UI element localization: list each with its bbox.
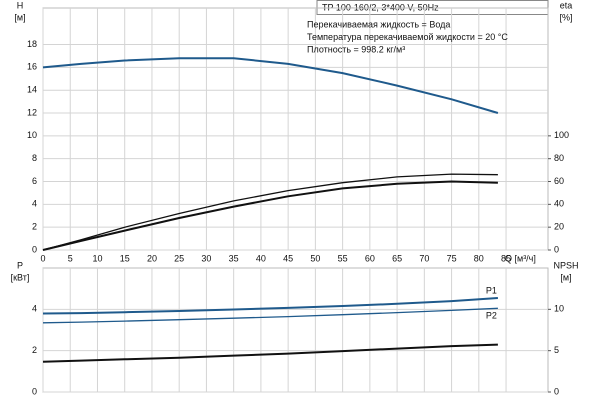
series-label: P2 — [486, 311, 497, 321]
y-tick-label: 4 — [32, 304, 37, 314]
x-tick-label: 80 — [474, 253, 484, 263]
annotation: Перекачиваемая жидкость = Вода — [307, 19, 450, 29]
curve — [42, 180, 498, 251]
x-tick-label: 25 — [174, 253, 184, 263]
y-tick-label: 16 — [27, 62, 37, 72]
y-tick-label: 0 — [32, 386, 37, 396]
y-axis-label: P — [17, 260, 23, 270]
x-tick-label: 85 — [501, 253, 511, 263]
y2-axis-label: eta — [560, 0, 573, 10]
y2-tick-label: 0 — [554, 244, 559, 254]
annotation: Плотность = 998.2 кг/м³ — [307, 44, 405, 54]
curve — [42, 343, 498, 363]
y-tick-label: 8 — [32, 153, 37, 163]
x-tick-label: 60 — [365, 253, 375, 263]
y-tick-label: 0 — [32, 244, 37, 254]
y2-tick-label: 100 — [554, 130, 569, 140]
y2-axis-label: NPSH — [553, 260, 578, 270]
x-tick-label: 35 — [229, 253, 239, 263]
x-tick-label: 20 — [147, 253, 157, 263]
y-axis-label: H — [17, 0, 24, 10]
y-tick-label: 2 — [32, 345, 37, 355]
x-tick-label: 5 — [68, 253, 73, 263]
x-tick-label: 15 — [120, 253, 130, 263]
y-tick-label: 14 — [27, 85, 37, 95]
y2-tick-label: 80 — [554, 153, 564, 163]
x-tick-label: 50 — [310, 253, 320, 263]
x-tick-label: 75 — [447, 253, 457, 263]
curve — [42, 307, 498, 324]
y2-tick-label: 40 — [554, 199, 564, 209]
x-tick-label: 45 — [283, 253, 293, 263]
y-tick-label: 4 — [32, 199, 37, 209]
y2-tick-label: 20 — [554, 222, 564, 232]
x-tick-label: 65 — [392, 253, 402, 263]
y-axis-label: [м] — [14, 12, 25, 22]
x-tick-label: 70 — [419, 253, 429, 263]
y-tick-label: 6 — [32, 176, 37, 186]
y2-tick-label: 0 — [554, 386, 559, 396]
y-tick-label: 12 — [27, 107, 37, 117]
curve — [42, 297, 498, 315]
curve — [42, 57, 499, 114]
y2-tick-label: 5 — [554, 345, 559, 355]
y-axis-label: [кВт] — [11, 272, 30, 282]
y-tick-label: 10 — [27, 130, 37, 140]
y2-axis-label: [%] — [559, 12, 572, 22]
y2-axis-label: [м] — [560, 272, 571, 282]
y-tick-label: 2 — [32, 222, 37, 232]
annotation: Температура перекачиваемой жидкости = 20… — [307, 32, 508, 42]
x-tick-label: 10 — [92, 253, 102, 263]
x-tick-label: 0 — [40, 253, 45, 263]
x-tick-label: 40 — [256, 253, 266, 263]
y2-tick-label: 10 — [554, 304, 564, 314]
plot-frame — [42, 267, 549, 393]
x-axis-label: Q [м³/ч] — [505, 253, 536, 263]
x-tick-label: 30 — [201, 253, 211, 263]
series-label: P1 — [486, 285, 497, 295]
x-tick-label: 55 — [338, 253, 348, 263]
y2-tick-label: 60 — [554, 176, 564, 186]
chart-title: TP 100-160/2, 3*400 V, 50Hz — [322, 2, 439, 12]
curve — [42, 173, 498, 251]
y-tick-label: 18 — [27, 39, 37, 49]
